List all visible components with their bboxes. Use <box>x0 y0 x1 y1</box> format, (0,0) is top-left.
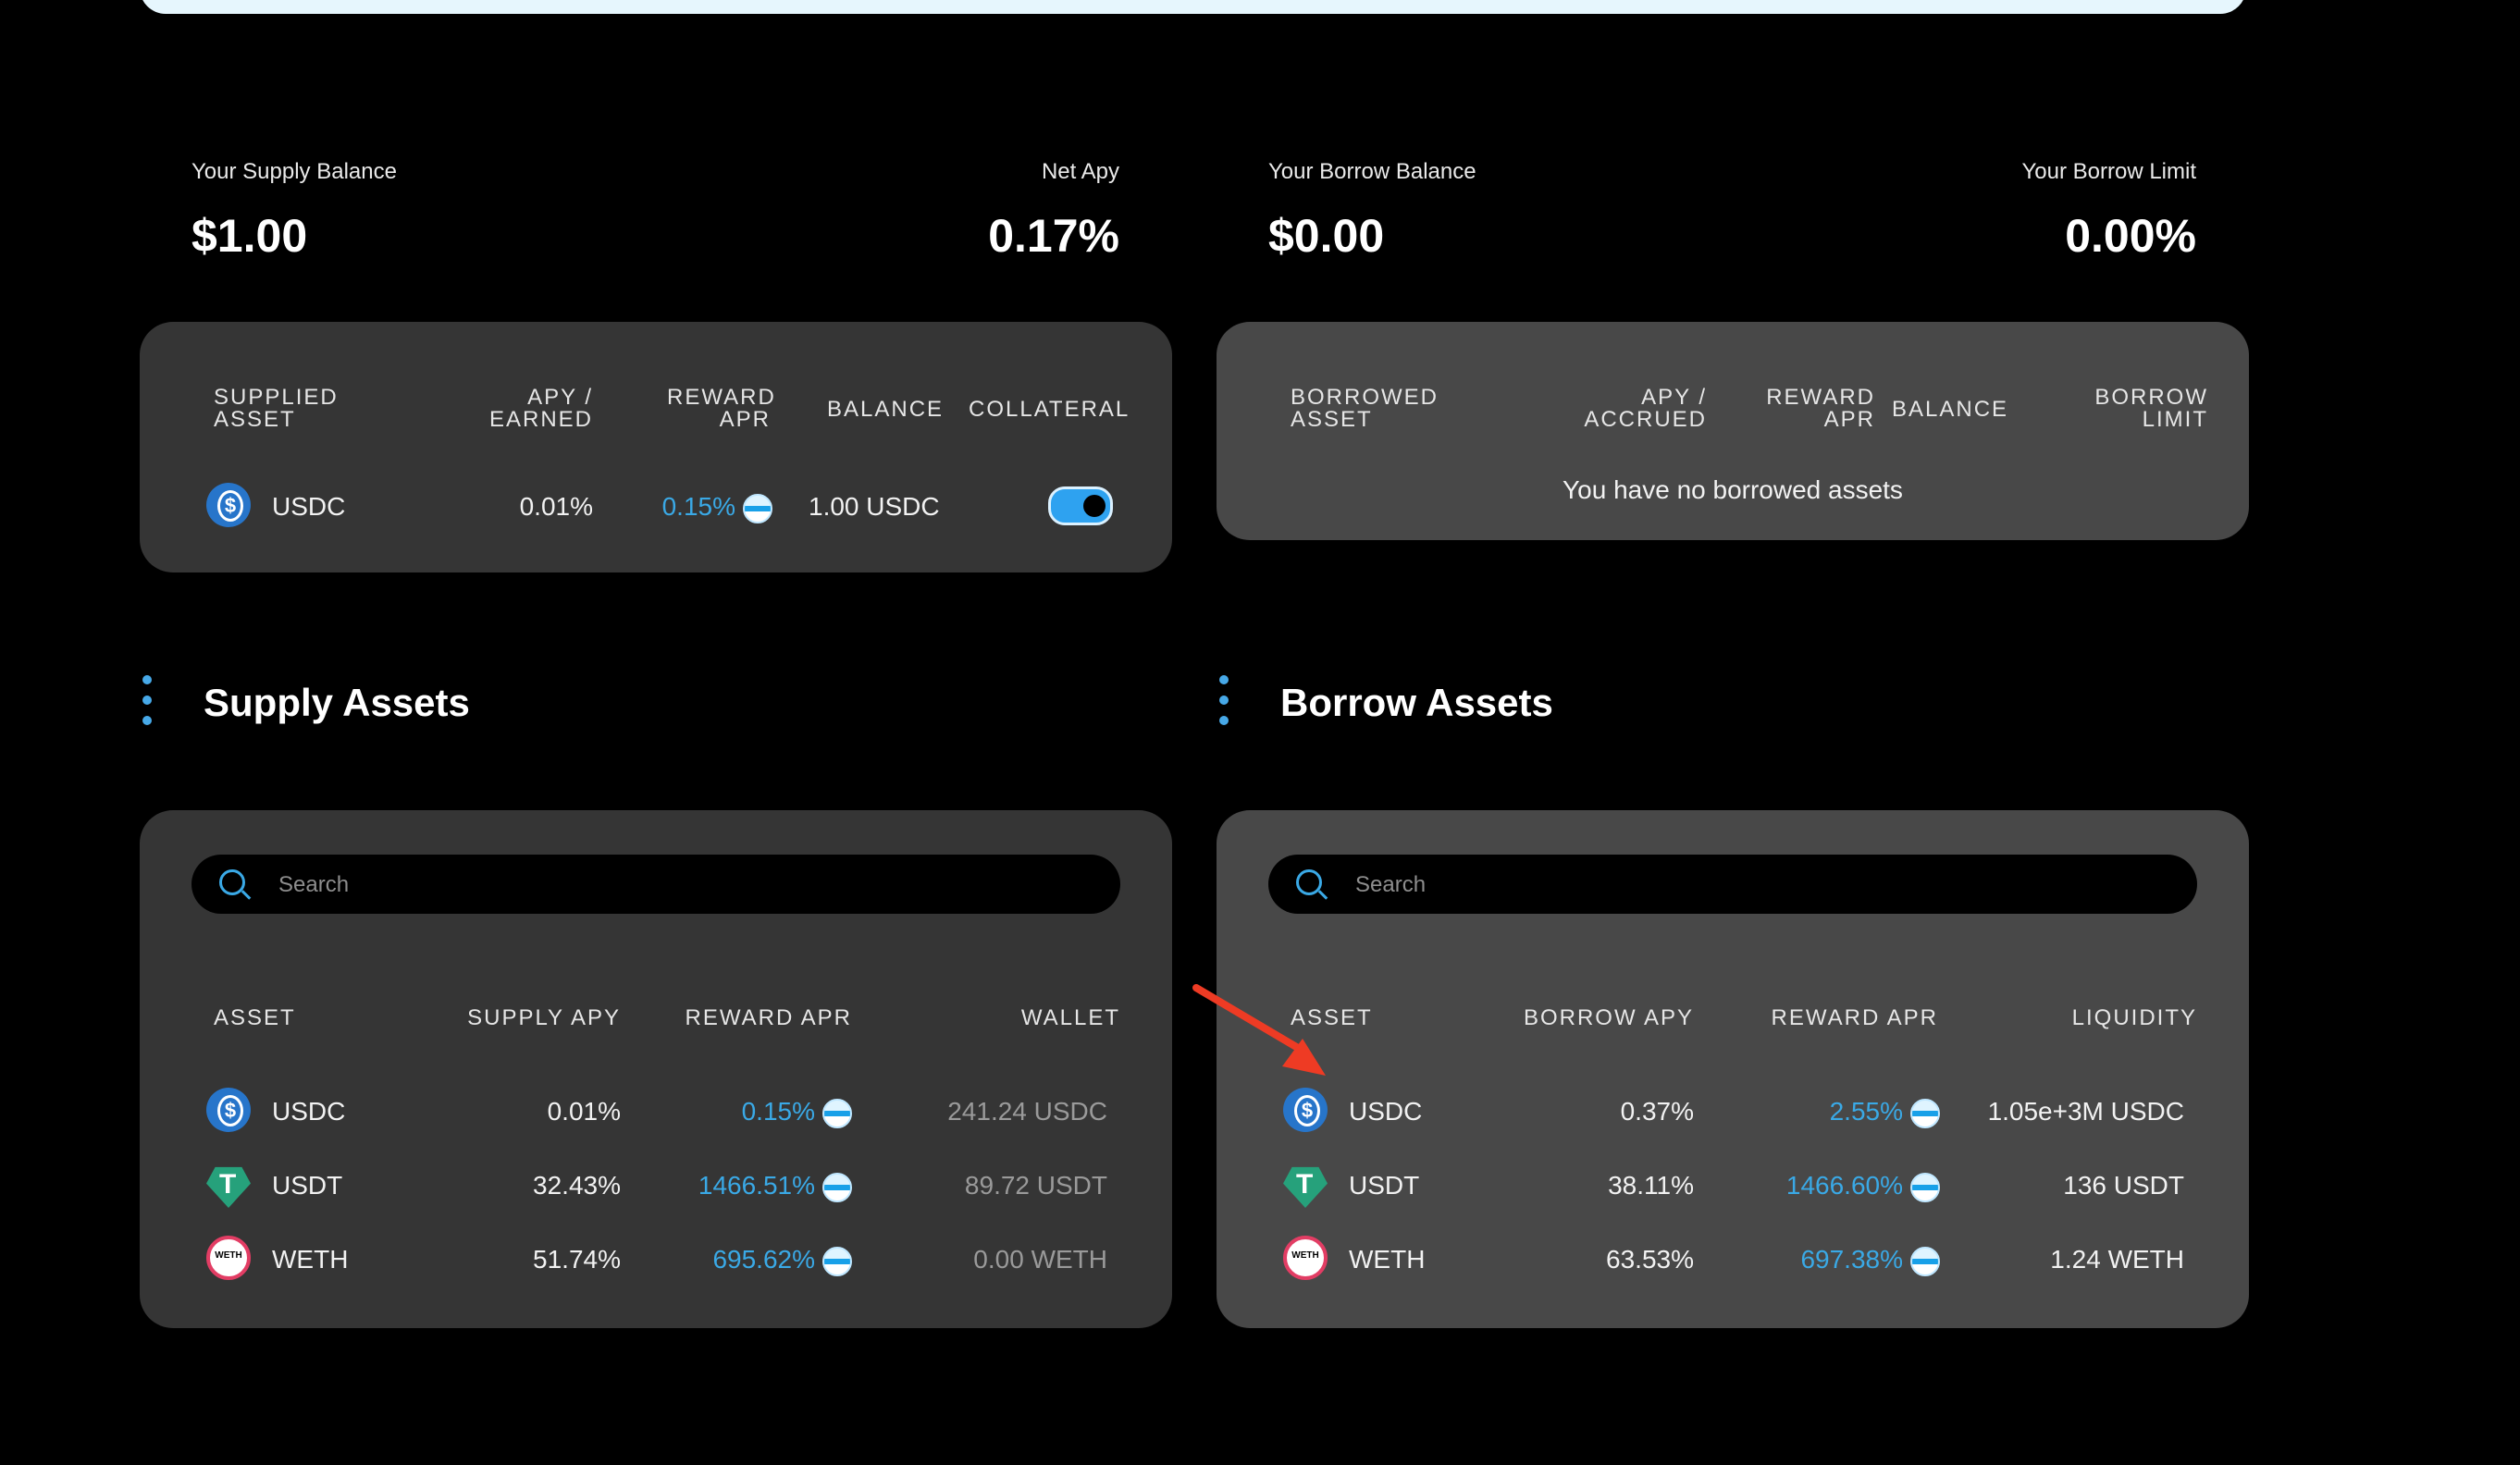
weth-icon <box>206 1236 251 1280</box>
supply-search-input[interactable] <box>277 855 1094 916</box>
supply-row-apy: 32.43% <box>533 1171 621 1200</box>
header-borrow-apy: BORROW APY <box>1523 1005 1694 1030</box>
supply-row-reward: 1466.51% <box>658 1171 852 1202</box>
borrowed-assets-card: BORROWED ASSET APY / ACCRUED REWARD APR BAL… <box>1217 322 2249 540</box>
supply-row-wallet: 89.72 USDT <box>964 1171 1107 1200</box>
usdt-icon <box>206 1166 251 1208</box>
top-banner <box>140 0 2246 14</box>
supply-row-reward: 0.15% <box>658 1097 852 1128</box>
supply-row-reward-value: 0.15% <box>741 1097 815 1126</box>
supply-assets-title: Supply Assets <box>204 681 470 724</box>
borrow-section-marker <box>1219 675 1229 736</box>
header-supplied-asset: SUPPLIED ASSET <box>214 385 339 432</box>
borrow-limit-value: 0.00% <box>2065 210 2196 262</box>
reward-icon <box>822 1246 852 1276</box>
header-apy-earned: APY / EARNED <box>488 385 593 432</box>
toggle-knob <box>1083 495 1106 517</box>
reward-icon <box>1910 1098 1940 1128</box>
supply-balance-label: Your Supply Balance <box>191 159 397 184</box>
supplied-reward: 0.15% <box>658 492 772 523</box>
supply-row-asset[interactable]: WETH <box>272 1245 349 1274</box>
supply-row-asset[interactable]: USDT <box>272 1171 343 1200</box>
supply-row-asset[interactable]: USDC <box>272 1097 346 1126</box>
borrow-row-liquidity: 1.24 WETH <box>2050 1245 2184 1274</box>
borrow-row-liquidity: 136 USDT <box>2063 1171 2184 1200</box>
header-asset: ASSET <box>1291 1005 1373 1030</box>
borrow-row-reward-value: 1466.60% <box>1785 1171 1903 1200</box>
borrow-assets-title: Borrow Assets <box>1280 681 1553 724</box>
supply-balance-value: $1.00 <box>191 210 308 262</box>
borrow-row-apy: 0.37% <box>1620 1097 1694 1126</box>
borrow-limit-label: Your Borrow Limit <box>2021 159 2196 184</box>
borrow-balance-value: $0.00 <box>1268 210 1385 262</box>
borrow-row-apy: 38.11% <box>1608 1171 1694 1200</box>
header-asset: ASSET <box>214 1005 296 1030</box>
header-wallet: WALLET <box>1020 1005 1120 1030</box>
supply-row-reward-value: 1466.51% <box>698 1171 815 1200</box>
weth-icon <box>1283 1236 1328 1280</box>
borrow-limit: Your Borrow Limit 0.00% <box>1965 159 2196 263</box>
supply-row-reward-value: 695.62% <box>712 1245 815 1274</box>
header-collateral: COLLATERAL <box>969 397 1130 422</box>
supply-row-reward: 695.62% <box>658 1245 852 1276</box>
borrow-search-input[interactable] <box>1353 855 2171 916</box>
supply-row-wallet: 0.00 WETH <box>973 1245 1107 1274</box>
borrow-row-asset[interactable]: WETH <box>1349 1245 1426 1274</box>
annotation-arrow-icon <box>1192 984 1326 1076</box>
header-balance: BALANCE <box>1892 397 2009 422</box>
header-reward-apr: REWARD APR <box>1766 385 1875 432</box>
borrow-row-reward: 697.38% <box>1735 1245 1940 1276</box>
usdt-icon <box>1283 1166 1328 1208</box>
no-borrowed-assets-message: You have no borrowed assets <box>1563 475 1903 504</box>
supply-balance: Your Supply Balance $1.00 <box>191 159 397 263</box>
borrow-row-asset[interactable]: USDC <box>1349 1097 1423 1126</box>
header-supply-apy: SUPPLY APY <box>467 1005 621 1030</box>
borrow-row-reward: 1466.60% <box>1735 1171 1940 1202</box>
supplied-asset-name: USDC <box>272 492 346 521</box>
usdc-icon <box>1283 1088 1328 1132</box>
supplied-balance: 1.00 USDC <box>809 492 940 521</box>
header-reward-apr: REWARD APR <box>1771 1005 1938 1030</box>
borrow-row-reward: 2.55% <box>1735 1097 1940 1128</box>
borrow-balance-label: Your Borrow Balance <box>1268 159 1476 184</box>
borrow-row-reward-value: 2.55% <box>1829 1097 1903 1126</box>
reward-icon <box>1910 1172 1940 1202</box>
usdc-icon <box>206 1088 251 1132</box>
borrow-row-liquidity: 1.05e+3M USDC <box>1987 1097 2184 1126</box>
supply-row-apy: 51.74% <box>533 1245 621 1274</box>
supplied-assets-card: SUPPLIED ASSET APY / EARNED REWARD APR BALA… <box>140 322 1172 572</box>
net-apy-label: Net Apy <box>1041 159 1119 184</box>
supply-row-apy: 0.01% <box>547 1097 621 1126</box>
reward-icon <box>1910 1246 1940 1276</box>
header-borrowed-asset: BORROWED ASSET <box>1291 385 1439 432</box>
supply-search-bar[interactable] <box>191 855 1120 916</box>
header-reward-apr: REWARD APR <box>685 1005 852 1030</box>
header-apy-accrued: APY / ACCRUED <box>1584 385 1707 432</box>
supply-row-wallet: 241.24 USDC <box>947 1097 1107 1126</box>
borrow-search-bar[interactable] <box>1268 855 2197 916</box>
borrow-balance: Your Borrow Balance $0.00 <box>1268 159 1476 263</box>
borrow-row-apy: 63.53% <box>1606 1245 1694 1274</box>
header-borrow-limit: BORROW LIMIT <box>2094 385 2208 432</box>
borrow-row-asset[interactable]: USDT <box>1349 1171 1420 1200</box>
reward-icon <box>743 493 772 523</box>
usdc-icon <box>206 483 251 527</box>
search-icon <box>1296 869 1322 895</box>
net-apy: Net Apy 0.17% <box>934 159 1119 263</box>
reward-icon <box>822 1172 852 1202</box>
borrow-row-reward-value: 697.38% <box>1800 1245 1903 1274</box>
header-reward-apr: REWARD APR <box>667 385 776 432</box>
header-balance: BALANCE <box>827 397 945 422</box>
collateral-toggle[interactable] <box>1048 486 1113 525</box>
reward-icon <box>822 1098 852 1128</box>
supplied-reward-value: 0.15% <box>661 492 735 521</box>
net-apy-value: 0.17% <box>988 210 1119 262</box>
header-liquidity: LIQUIDITY <box>2071 1005 2197 1030</box>
search-icon <box>219 869 245 895</box>
supply-assets-card: ASSET SUPPLY APY REWARD APR WALLET USDC … <box>140 810 1172 1328</box>
supplied-apy: 0.01% <box>519 492 593 521</box>
borrow-assets-card: ASSET BORROW APY REWARD APR LIQUIDITY US… <box>1217 810 2249 1328</box>
supply-section-marker <box>142 675 152 736</box>
